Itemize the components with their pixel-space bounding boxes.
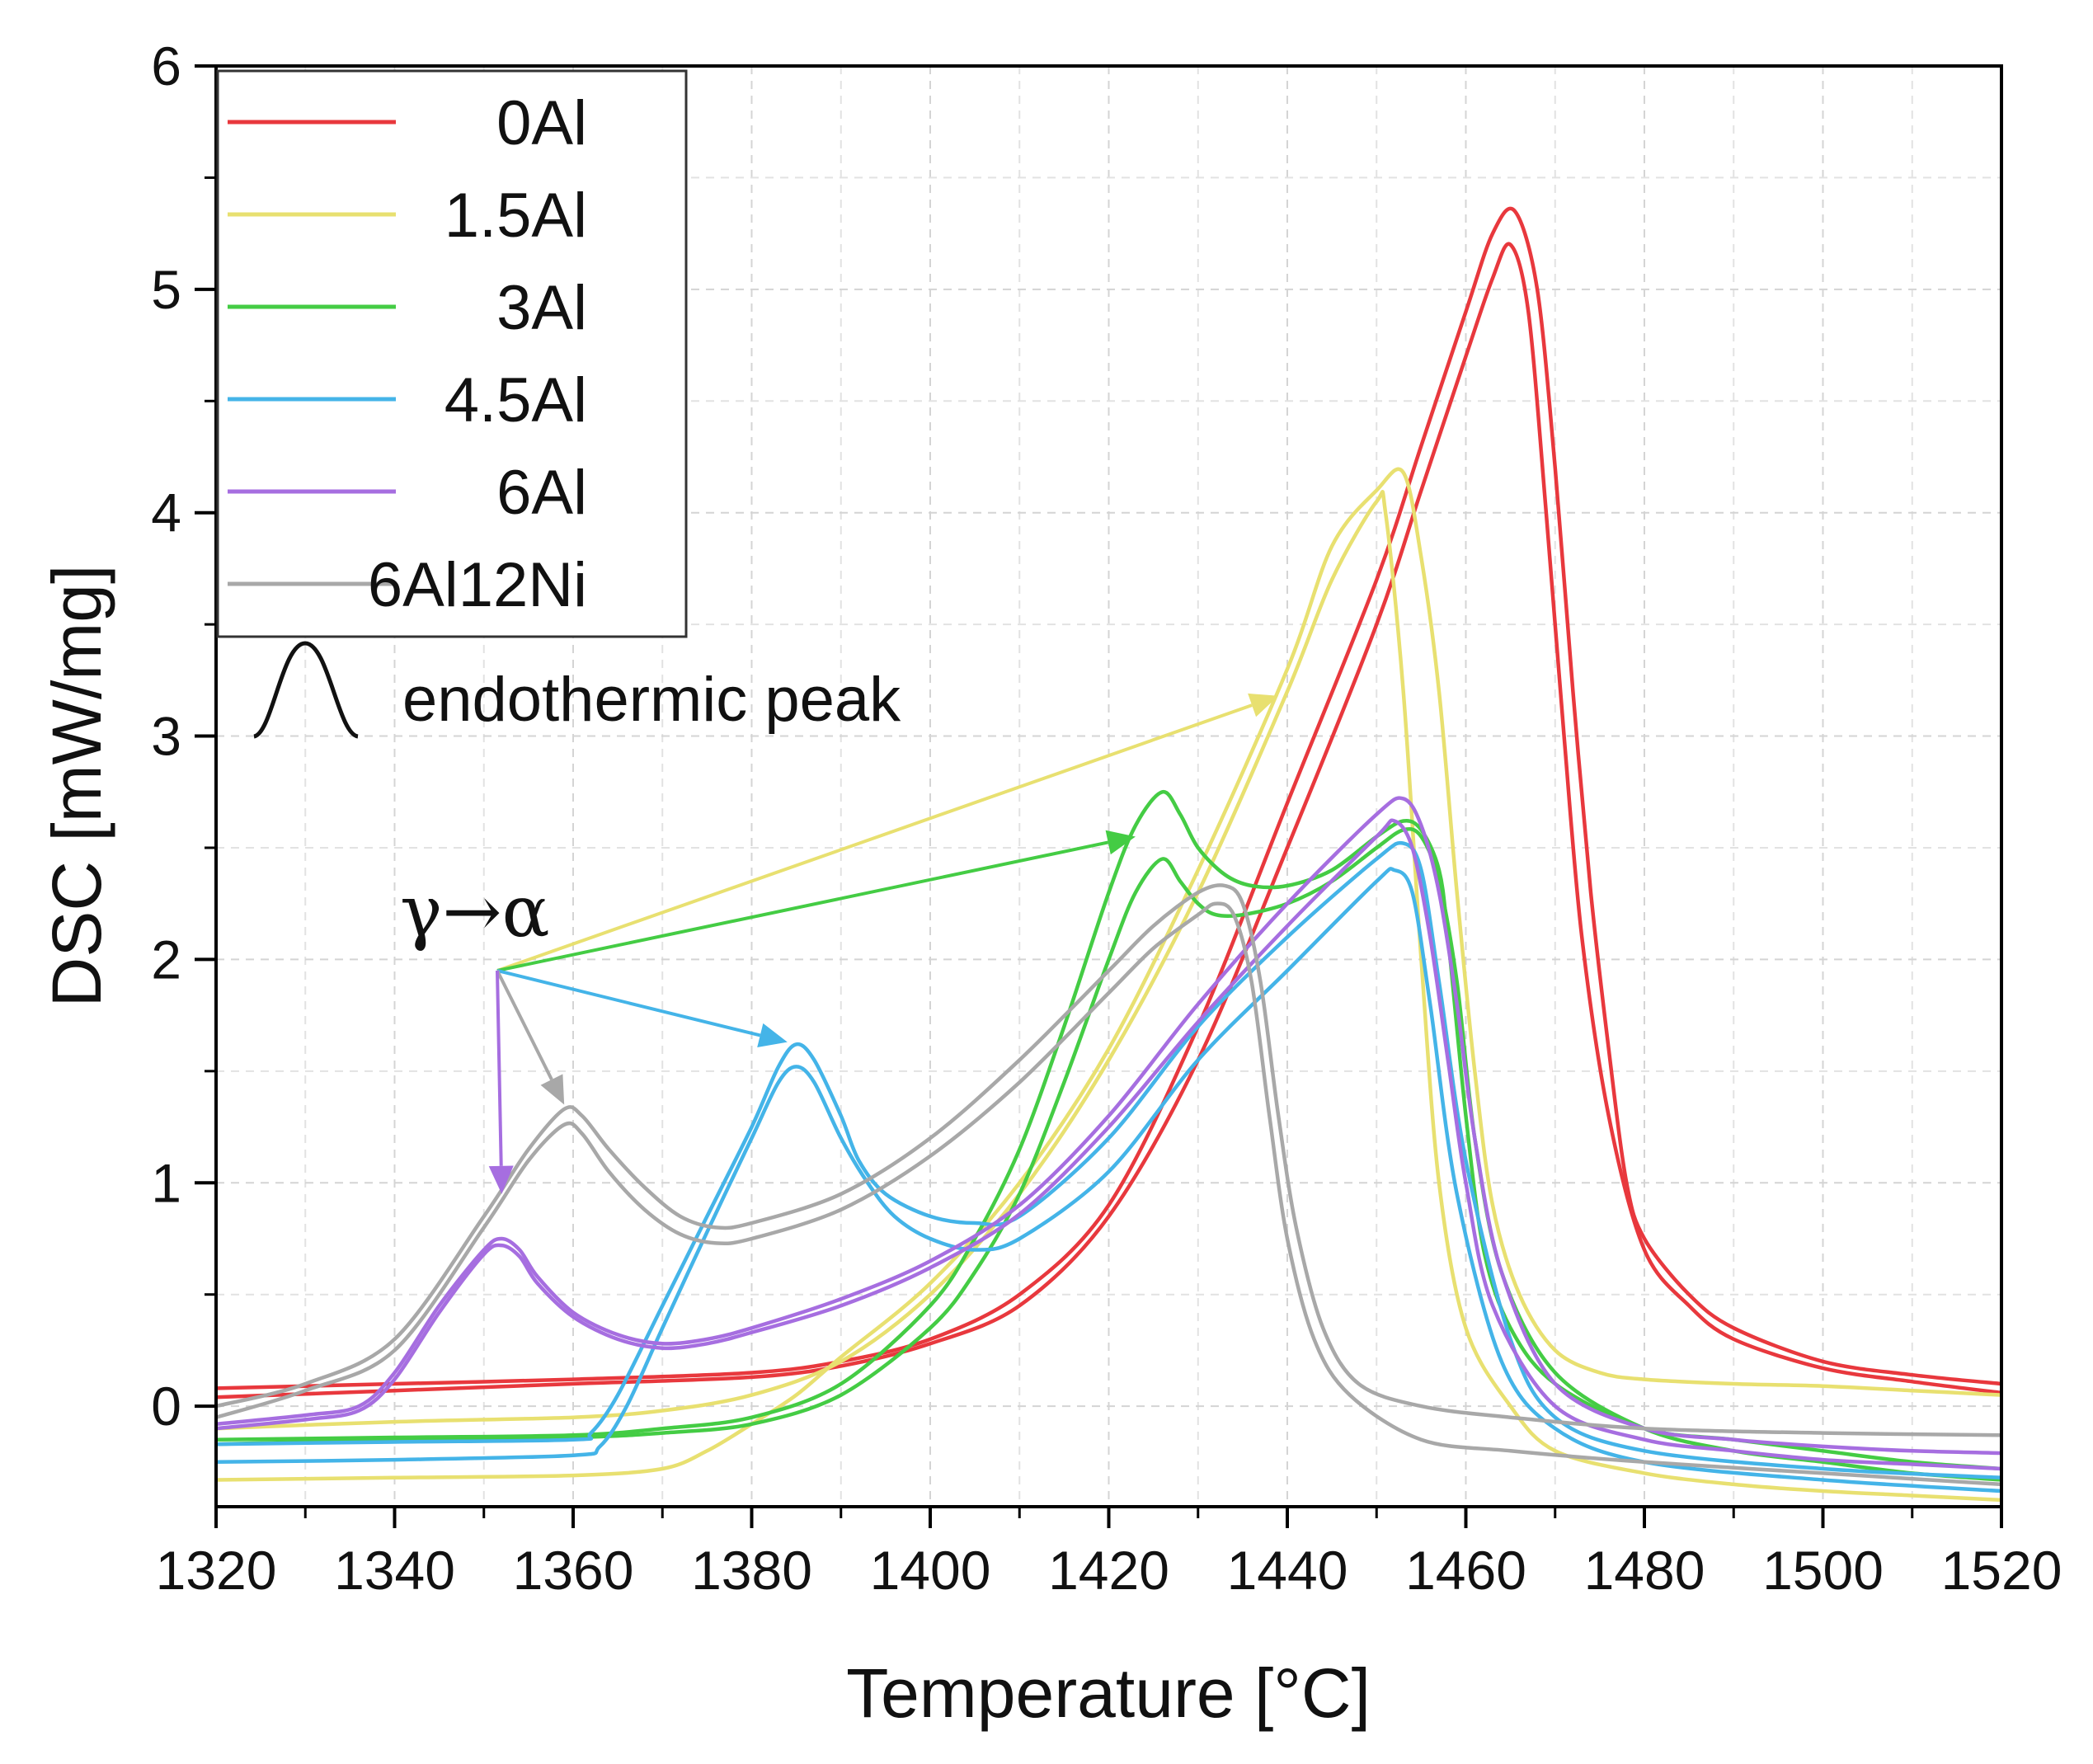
legend-label-3al: 3Al [496, 273, 587, 343]
legend: 0Al 1.5Al 3Al 4.5Al 6Al 6Al12Ni [216, 69, 688, 638]
y-tick-label: 5 [151, 259, 181, 320]
series-6al12ni-curve-2 [216, 901, 2001, 1487]
legend-label-6al12ni: 6Al12Ni [368, 550, 587, 620]
y-tick-label: 6 [151, 35, 181, 96]
series-1-5al-curve-2 [216, 490, 2001, 1503]
legend-box [216, 69, 688, 638]
x-tick-label: 1400 [870, 1540, 991, 1601]
transition-label: γ→α [400, 871, 550, 953]
transition-arrows [488, 693, 1279, 1194]
x-tick-label: 1440 [1227, 1540, 1348, 1601]
series-6al-curve-2 [216, 818, 2001, 1471]
arrow-head [757, 1023, 788, 1048]
arrow-shaft [495, 970, 503, 1166]
series-6al-curve-1 [216, 796, 2001, 1456]
y-tick-label: 2 [151, 929, 181, 990]
legend-label-6al: 6Al [496, 458, 587, 528]
series-0al-curve-2 [216, 242, 2001, 1399]
x-tick-label: 1420 [1048, 1540, 1169, 1601]
endothermic-peak-icon [252, 641, 359, 739]
series-layer [216, 206, 2001, 1503]
arrow-head [540, 1074, 565, 1105]
arrow-6al12ni [496, 970, 565, 1105]
x-tick-label: 1340 [334, 1540, 455, 1601]
arrow-shaft [496, 840, 1109, 972]
legend-label-1-5al: 1.5Al [444, 181, 587, 251]
x-tick-label: 1500 [1762, 1540, 1884, 1601]
arrow-head [1105, 830, 1136, 855]
arrow-3al [496, 830, 1136, 972]
y-tick-label: 4 [151, 482, 181, 543]
y-tick-label: 0 [151, 1376, 181, 1437]
y-axis-title: DSC [mW/mg] [38, 565, 115, 1008]
series-1-5al-curve-1 [216, 467, 2001, 1482]
series-3al-curve-2 [216, 826, 2001, 1482]
series-6al12ni-curve-1 [216, 883, 2001, 1437]
series-4-5al-curve-2 [216, 867, 2001, 1494]
arrow-4-5al [496, 969, 788, 1048]
axis-ticks: 1320 1340 1360 1380 1400 1420 1440 1460 1480 1500… [151, 35, 2062, 1601]
y-tick-label: 1 [151, 1152, 181, 1213]
x-tick-label: 1460 [1405, 1540, 1526, 1601]
x-axis-title: Temperature [°C] [846, 1654, 1371, 1732]
arrow-shaft [496, 970, 553, 1080]
legend-label-4-5al: 4.5Al [444, 365, 587, 435]
arrow-head [1248, 693, 1279, 717]
x-tick-label: 1480 [1584, 1540, 1705, 1601]
x-tick-label: 1520 [1941, 1540, 2062, 1601]
x-tick-label: 1380 [691, 1540, 812, 1601]
endothermic-label: endothermic peak [402, 665, 901, 735]
x-tick-label: 1360 [513, 1540, 634, 1601]
endothermic-annotation: endothermic peak [252, 641, 901, 739]
x-tick-label: 1320 [156, 1540, 277, 1601]
arrow-shaft [496, 969, 761, 1037]
arrow-6al [488, 970, 514, 1194]
legend-label-0al: 0Al [496, 88, 587, 158]
arrow-1-5al [496, 693, 1279, 972]
arrow-shaft [496, 703, 1253, 972]
arrow-head [488, 1165, 514, 1194]
y-tick-label: 3 [151, 706, 181, 767]
